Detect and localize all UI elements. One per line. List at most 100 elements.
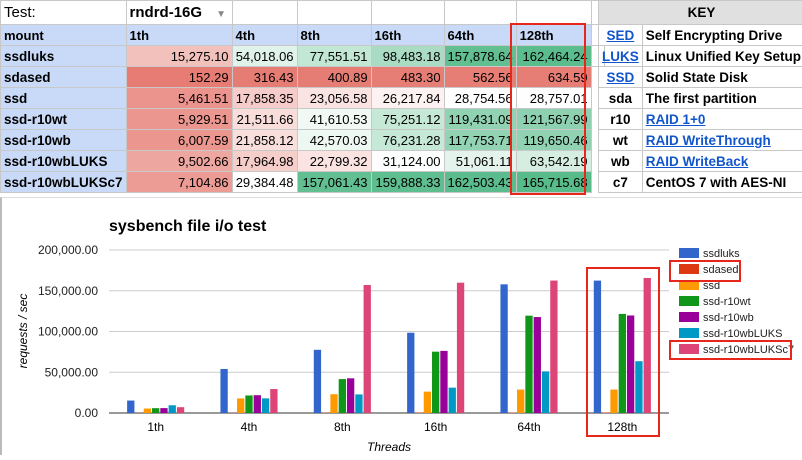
- value-cell[interactable]: 162,464.24: [516, 46, 591, 67]
- dropdown-arrow-icon[interactable]: ▼: [216, 9, 226, 20]
- bar-ssd-r10wb-8th: [347, 378, 354, 413]
- value-cell[interactable]: 7,104.86: [126, 172, 232, 193]
- value-cell[interactable]: 165,715.68: [516, 172, 591, 193]
- value-cell[interactable]: 76,231.28: [371, 130, 444, 151]
- value-cell[interactable]: 483.30: [371, 67, 444, 88]
- bar-ssd-r10wt-128th: [619, 314, 626, 413]
- bar-ssd-r10wbLUKS-8th: [355, 394, 362, 413]
- value-cell[interactable]: 6,007.59: [126, 130, 232, 151]
- value-cell[interactable]: 28,754.56: [444, 88, 516, 109]
- value-cell[interactable]: 562.56: [444, 67, 516, 88]
- bar-ssd-r10wt-1th: [152, 408, 159, 413]
- bar-ssd-r10wbLUKS-16th: [449, 388, 456, 413]
- y-tick-label: 150,000.00: [38, 284, 98, 298]
- value-cell[interactable]: 159,888.33: [371, 172, 444, 193]
- mount-cell[interactable]: ssd-r10wbLUKSc7: [1, 172, 127, 193]
- bar-ssd-r10wb-16th: [440, 351, 447, 413]
- value-cell[interactable]: 119,431.09: [444, 109, 516, 130]
- bar-ssd-1th: [144, 409, 151, 413]
- y-tick-label: 0.00: [75, 406, 99, 420]
- value-cell[interactable]: 17,964.98: [232, 151, 297, 172]
- test-select[interactable]: rndrd-16G▼: [126, 1, 232, 25]
- value-cell[interactable]: 5,461.51: [126, 88, 232, 109]
- x-tick-label: 4th: [241, 420, 258, 434]
- key-desc: Self Encrypting Drive: [646, 28, 783, 43]
- column-header-1th[interactable]: 1th: [126, 25, 232, 46]
- key-abbr: c7: [613, 175, 628, 190]
- key-abbr[interactable]: LUKS: [602, 49, 639, 64]
- value-cell[interactable]: 121,567.99: [516, 109, 591, 130]
- column-header-4th[interactable]: 4th: [232, 25, 297, 46]
- mount-cell[interactable]: sdased: [1, 67, 127, 88]
- value-cell[interactable]: 22,799.32: [297, 151, 371, 172]
- column-header-64th[interactable]: 64th: [444, 25, 516, 46]
- value-cell[interactable]: 15,275.10: [126, 46, 232, 67]
- key-desc[interactable]: RAID WriteBack: [646, 154, 749, 169]
- value-cell[interactable]: 63,542.19: [516, 151, 591, 172]
- key-abbr[interactable]: SED: [606, 28, 634, 43]
- mount-cell[interactable]: ssd: [1, 88, 127, 109]
- key-desc[interactable]: RAID WriteThrough: [646, 133, 771, 148]
- mount-cell[interactable]: ssd-r10wbLUKS: [1, 151, 127, 172]
- value-cell[interactable]: 400.89: [297, 67, 371, 88]
- key-desc: Linux Unified Key Setup: [646, 49, 801, 64]
- chart-title: sysbench file i/o test: [109, 218, 267, 235]
- bar-ssd-r10wbLUKS-64th: [542, 371, 549, 413]
- bar-ssd-r10wbLUKSc7-16th: [457, 283, 464, 413]
- value-cell[interactable]: 117,753.71: [444, 130, 516, 151]
- value-cell[interactable]: 77,551.51: [297, 46, 371, 67]
- value-cell[interactable]: 28,757.01: [516, 88, 591, 109]
- value-cell[interactable]: 9,502.66: [126, 151, 232, 172]
- value-cell[interactable]: 54,018.06: [232, 46, 297, 67]
- x-tick-label: 128th: [607, 420, 637, 434]
- value-cell[interactable]: 98,483.18: [371, 46, 444, 67]
- key-abbr[interactable]: SSD: [606, 70, 634, 85]
- key-desc[interactable]: RAID 1+0: [646, 112, 706, 127]
- value-cell[interactable]: 17,858.35: [232, 88, 297, 109]
- bar-ssd-64th: [517, 390, 524, 413]
- y-axis-label: requests / sec: [16, 294, 30, 369]
- value-cell[interactable]: 41,610.53: [297, 109, 371, 130]
- value-cell[interactable]: 26,217.84: [371, 88, 444, 109]
- column-header-mount[interactable]: mount: [1, 25, 127, 46]
- value-cell[interactable]: 316.43: [232, 67, 297, 88]
- value-cell[interactable]: 51,061.11: [444, 151, 516, 172]
- column-header-128th[interactable]: 128th: [516, 25, 591, 46]
- value-cell[interactable]: 21,511.66: [232, 109, 297, 130]
- value-cell[interactable]: 29,384.48: [232, 172, 297, 193]
- value-cell[interactable]: 152.29: [126, 67, 232, 88]
- mount-cell[interactable]: ssd-r10wb: [1, 130, 127, 151]
- column-header-8th[interactable]: 8th: [297, 25, 371, 46]
- key-row: LUKS Linux Unified Key Setup: [599, 46, 802, 67]
- bar-ssd-8th: [330, 394, 337, 413]
- value-cell[interactable]: 23,056.58: [297, 88, 371, 109]
- key-abbr: r10: [610, 112, 630, 127]
- bar-ssdluks-8th: [314, 350, 321, 413]
- bar-ssd-r10wbLUKSc7-8th: [364, 285, 371, 413]
- bar-ssd-r10wbLUKSc7-4th: [270, 389, 277, 413]
- bar-ssd-r10wbLUKS-4th: [262, 398, 269, 413]
- value-cell[interactable]: 119,650.46: [516, 130, 591, 151]
- column-header-16th[interactable]: 16th: [371, 25, 444, 46]
- mount-cell[interactable]: ssd-r10wt: [1, 109, 127, 130]
- legend-swatch-ssd-r10wb: [679, 312, 699, 322]
- value-cell[interactable]: 31,124.00: [371, 151, 444, 172]
- value-cell[interactable]: 162,503.43: [444, 172, 516, 193]
- y-tick-label: 200,000.00: [38, 243, 98, 257]
- value-cell[interactable]: 21,858.12: [232, 130, 297, 151]
- x-tick-label: 1th: [147, 420, 164, 434]
- value-cell[interactable]: 75,251.12: [371, 109, 444, 130]
- bar-ssd-r10wb-64th: [534, 317, 541, 413]
- value-cell[interactable]: 42,570.03: [297, 130, 371, 151]
- mount-cell[interactable]: ssdluks: [1, 46, 127, 67]
- value-cell[interactable]: 634.59: [516, 67, 591, 88]
- value-cell[interactable]: 157,061.43: [297, 172, 371, 193]
- value-cell[interactable]: 5,929.51: [126, 109, 232, 130]
- value-cell[interactable]: 157,878.64: [444, 46, 516, 67]
